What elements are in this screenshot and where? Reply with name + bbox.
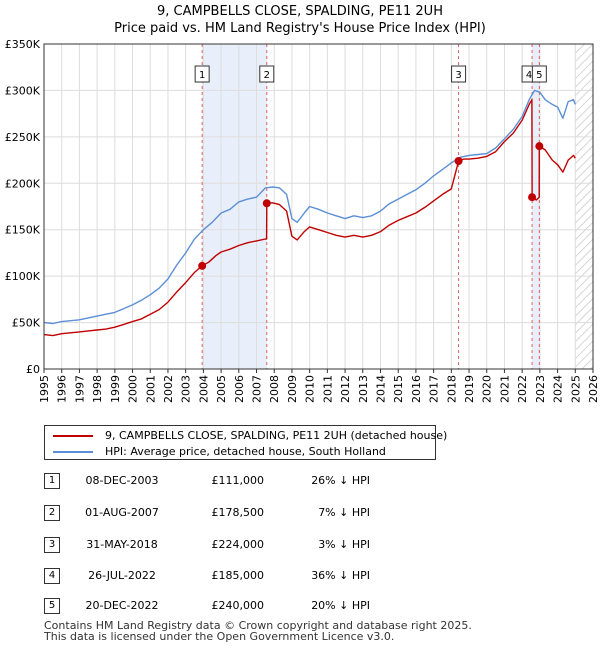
x-tick-label: 2016 [410,375,423,403]
x-tick-label: 2017 [428,375,441,403]
x-tick-label: 2001 [144,375,157,403]
sale-number-badge: 2 [44,505,60,521]
x-tick-label: 1996 [56,375,69,403]
x-tick-label: 2018 [445,375,458,403]
sale-marker-label: 2 [264,70,270,81]
y-tick-label: £50K [12,317,41,330]
x-tick-label: 2000 [127,375,140,403]
sale-date: 01-AUG-2007 [85,506,159,519]
x-tick-label: 2012 [339,375,352,403]
property-series-line [43,99,576,337]
table-row: 4 26-JUL-2022 £185,000 36% ↓ HPI [44,566,464,586]
chart-title-block: 9, CAMPBELLS CLOSE, SPALDING, PE11 2UH P… [0,3,600,37]
legend-hpi-swatch [53,451,93,453]
chart-subtitle: Price paid vs. HM Land Registry's House … [114,21,486,36]
forecast-hatch [575,44,593,369]
x-tick-label: 1995 [38,375,51,403]
sale-hpi-diff: 26% ↓ HPI [311,474,370,487]
x-tick-label: 2014 [374,375,387,403]
y-tick-label: £250K [5,131,41,144]
x-tick-label: 1998 [91,375,104,403]
x-tick-label: 2020 [481,375,494,403]
y-tick-label: £350K [5,38,41,51]
sale-point [535,142,544,151]
sale-number-badge: 5 [44,598,60,614]
sale-date: 31-MAY-2018 [86,538,158,551]
sale-hpi-diff: 3% ↓ HPI [318,538,370,551]
sale-marker-box [451,65,467,83]
x-tick-label: 2006 [233,375,246,403]
y-tick-label: £300K [5,84,41,97]
x-tick-label: 2008 [268,375,281,403]
sale-price: £178,500 [211,506,265,519]
legend: 9, CAMPBELLS CLOSE, SPALDING, PE11 2UH (… [44,425,447,460]
sale-date: 26-JUL-2022 [88,569,156,582]
sale-marker-box [531,65,547,83]
legend-property-swatch [53,435,93,437]
chart-title: 9, CAMPBELLS CLOSE, SPALDING, PE11 2UH [157,4,443,19]
sale-point [262,199,271,208]
ownership-shade [532,44,540,369]
x-tick-label: 2007 [251,375,264,403]
sale-number-badge: 1 [44,473,60,489]
y-tick-label: £200K [5,177,41,190]
sale-date: 08-DEC-2003 [85,474,159,487]
x-tick-label: 2015 [392,375,405,403]
x-tick-label: 2013 [357,375,370,403]
y-tick-label: £0 [26,363,40,376]
sale-hpi-diff: 7% ↓ HPI [318,506,370,519]
plot-area [43,43,594,370]
table-row: 3 31-MAY-2018 £224,000 3% ↓ HPI [44,535,464,555]
legend-property-label: 9, CAMPBELLS CLOSE, SPALDING, PE11 2UH (… [105,429,448,442]
sale-price: £111,000 [211,474,265,487]
sale-point [198,261,207,270]
sale-marker-box [194,65,210,83]
x-tick-label: 1999 [109,375,122,403]
x-tick-label: 2010 [304,375,317,403]
x-tick-label: 2011 [321,375,334,403]
footer-copyright: Contains HM Land Registry data © Crown c… [44,619,472,632]
x-tick-label: 1997 [73,375,86,403]
footer: Contains HM Land Registry data © Crown c… [44,620,472,642]
x-tick-label: 2024 [552,375,565,403]
table-row: 2 01-AUG-2007 £178,500 7% ↓ HPI [44,503,464,523]
x-tick-label: 2022 [516,375,529,403]
x-tick-label: 2019 [463,375,476,403]
x-tick-label: 2004 [197,375,210,403]
legend-item-property: 9, CAMPBELLS CLOSE, SPALDING, PE11 2UH (… [53,429,447,443]
x-tick-label: 2003 [180,375,193,403]
footer-licence: This data is licensed under the Open Gov… [44,630,395,643]
x-tick-label: 2021 [498,375,511,403]
table-row: 1 08-DEC-2003 £111,000 26% ↓ HPI [44,471,464,491]
sale-marker-label: 1 [199,70,205,81]
x-tick-label: 2009 [286,375,299,403]
sale-price: £240,000 [211,599,265,612]
sale-point [454,157,463,165]
x-tick-label: 2025 [569,375,582,403]
sale-hpi-diff: 20% ↓ HPI [311,599,370,612]
sale-marker-label: 3 [455,70,461,81]
x-tick-label: 2026 [587,375,600,403]
ownership-shade [202,44,267,369]
sale-marker-box [259,65,275,83]
x-tick-label: 2005 [215,375,228,403]
sale-date: 20-DEC-2022 [85,599,159,612]
sale-hpi-diff: 36% ↓ HPI [311,569,370,582]
legend-hpi-label: HPI: Average price, detached house, Sout… [105,445,386,458]
x-tick-label: 2023 [534,375,547,403]
sale-number-badge: 4 [44,568,60,584]
sale-price: £185,000 [211,569,265,582]
sale-price: £224,000 [211,538,265,551]
table-row: 5 20-DEC-2022 £240,000 20% ↓ HPI [44,596,464,616]
hpi-series-line [43,89,576,325]
legend-item-hpi: HPI: Average price, detached house, Sout… [53,445,386,459]
sale-point [528,193,537,202]
x-tick-label: 2002 [162,375,175,403]
y-tick-label: £150K [5,224,41,237]
sale-number-badge: 3 [44,537,60,553]
sale-marker-label: 5 [536,70,542,81]
y-tick-label: £100K [5,270,41,283]
sale-marker-label: 4 [526,70,532,81]
